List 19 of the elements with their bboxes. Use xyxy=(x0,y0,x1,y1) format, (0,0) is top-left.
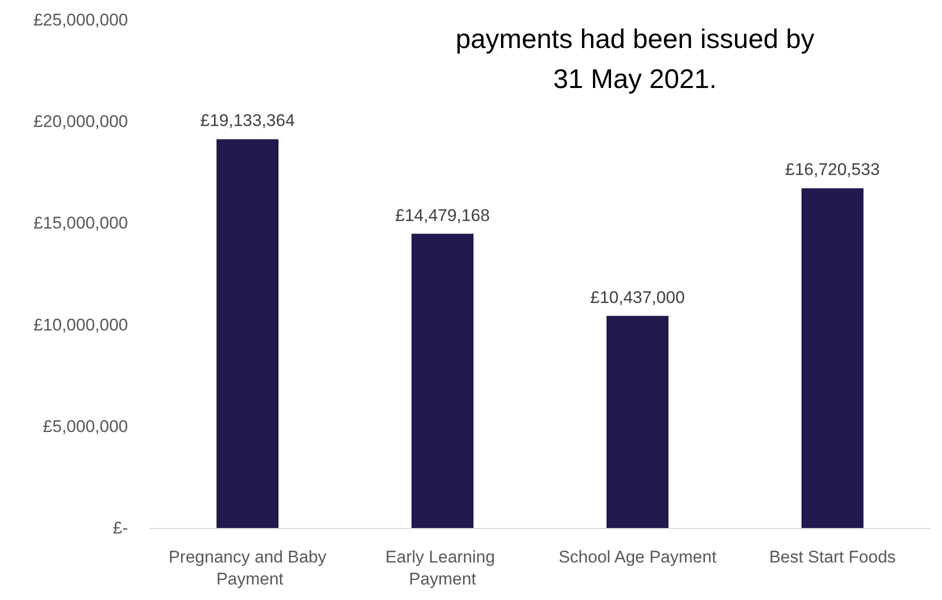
text: payments had been issued by 31 May 2021. xyxy=(456,24,815,94)
bar xyxy=(412,234,474,528)
y-tick-label: £10,000,000 xyxy=(33,315,128,334)
data-label: £14,479,168 xyxy=(395,206,490,225)
bar xyxy=(216,139,278,528)
y-tick-label: £25,000,000 xyxy=(33,10,128,30)
data-label: £10,437,000 xyxy=(590,288,685,307)
x-tick-label: Best Start Foods xyxy=(769,548,896,566)
x-tick-label: Pregnancy and Baby Payment xyxy=(168,548,327,588)
y-tick-label: £5,000,000 xyxy=(42,416,128,436)
y-tick-label: £- xyxy=(112,518,128,538)
x-tick-label: Early Learning Payment xyxy=(385,548,500,588)
y-tick-label: £15,000,000 xyxy=(33,214,128,233)
x-tick-label: School Age Payment xyxy=(558,548,717,566)
data-label: £19,133,364 xyxy=(200,111,295,130)
y-tick-label: £20,000,000 xyxy=(33,112,128,132)
data-label: £16,720,533 xyxy=(785,160,880,180)
bar xyxy=(606,316,668,528)
bar xyxy=(802,188,864,528)
